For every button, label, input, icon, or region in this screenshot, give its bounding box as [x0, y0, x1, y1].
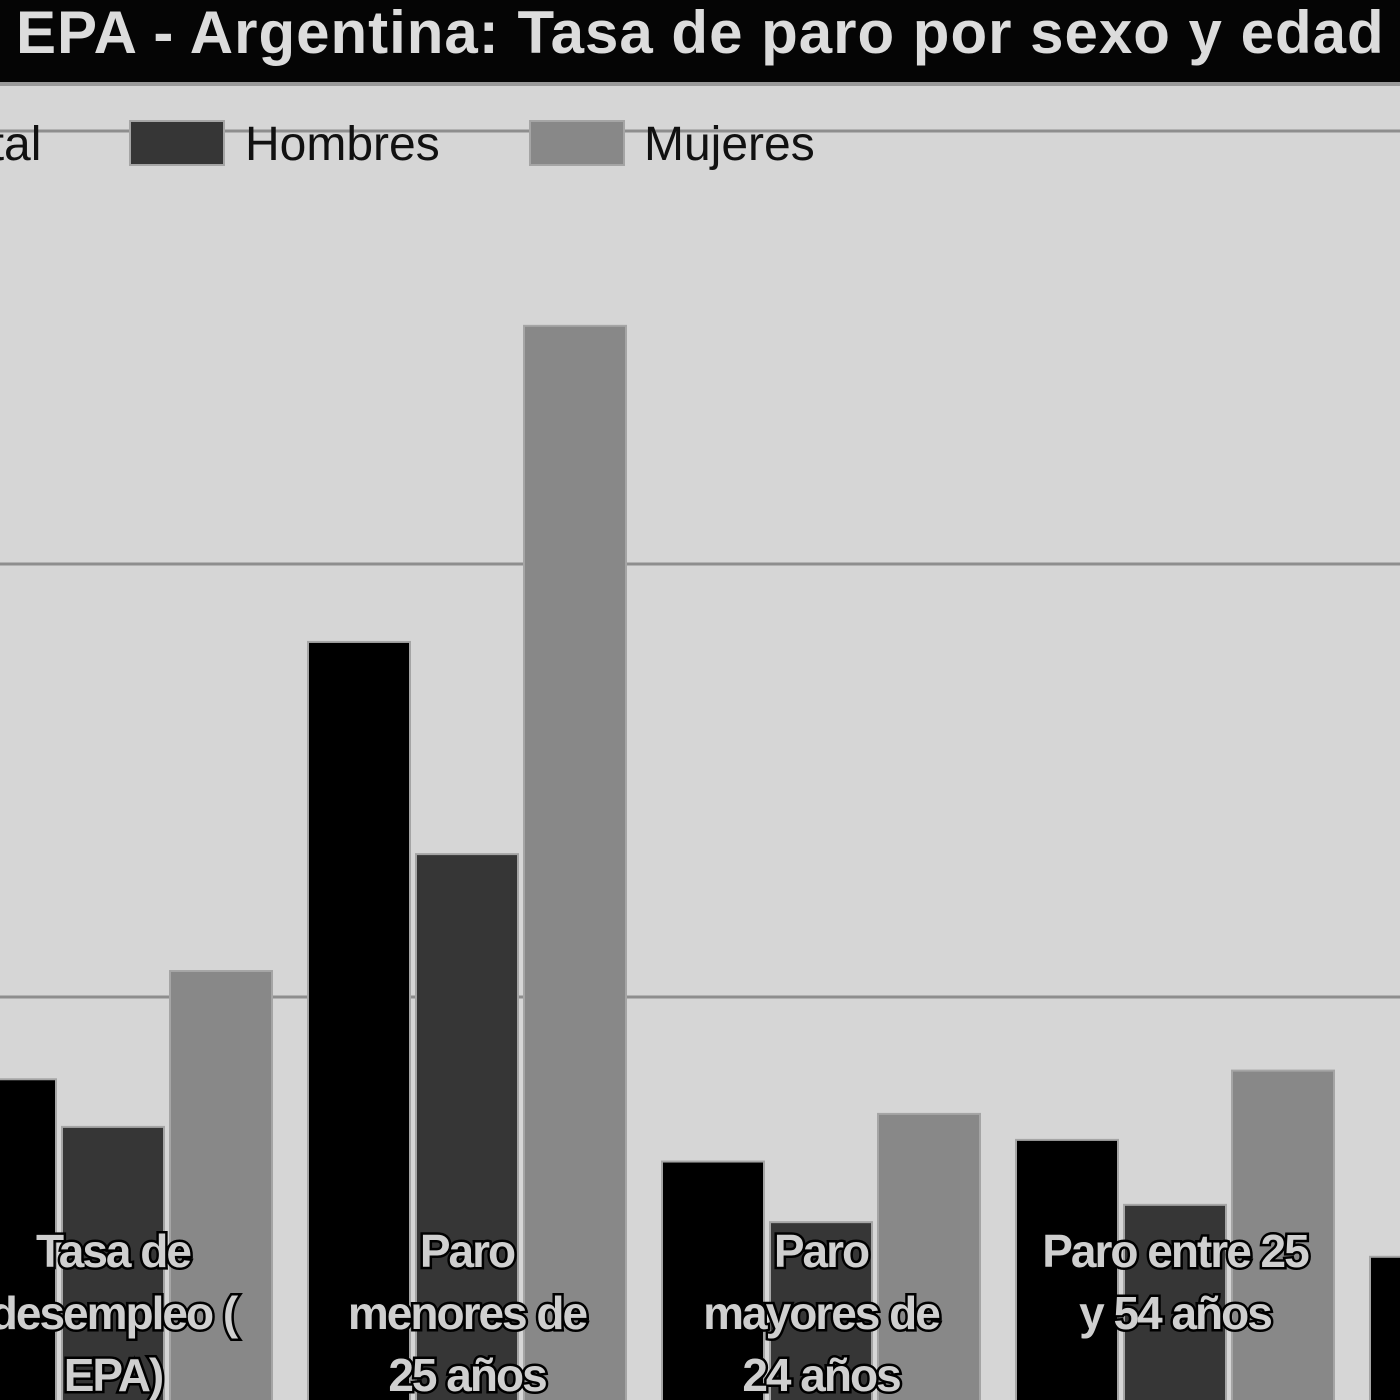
bar-total-3	[1015, 1138, 1119, 1400]
category-label-0: Tasa de desempleo ( EPA)	[0, 1225, 239, 1400]
bar-mujeres-0	[169, 970, 273, 1400]
category-label-line: 24 años	[742, 1349, 900, 1400]
legend-label-hombres: Hombres	[245, 118, 440, 171]
bar-hombres-0	[61, 1125, 165, 1400]
category-label-line: Paro entre 25	[1042, 1225, 1309, 1277]
bar-total-0	[0, 1078, 57, 1400]
category-label-line: 25 años	[388, 1349, 546, 1400]
chart-title-bar: EPA - Argentina: Tasa de paro por sexo y…	[0, 0, 1400, 86]
legend: Total Hombres Mujeres	[0, 118, 815, 171]
legend-swatch-hombres	[129, 120, 225, 166]
category-label-1: Paro menores de 25 años	[348, 1225, 588, 1400]
bar-mujeres-3	[1231, 1069, 1335, 1400]
bar-hombres-2	[769, 1221, 873, 1400]
category-label-2: Paro mayores de 24 años	[703, 1225, 940, 1400]
category-label-3: Paro entre 25 y 54 años	[1042, 1225, 1309, 1339]
legend-swatch-mujeres	[529, 120, 625, 166]
bar-mujeres-1	[523, 324, 627, 1400]
category-label-line: y 54 años	[1079, 1287, 1271, 1339]
bar-hombres-3	[1123, 1203, 1227, 1400]
category-label-line: Tasa de	[36, 1225, 191, 1277]
bar-mujeres-2	[877, 1112, 981, 1400]
category-label-line: mayores de	[703, 1287, 940, 1339]
category-label-line: EPA)	[64, 1349, 163, 1400]
bar-hombres-1	[415, 853, 519, 1400]
category-label-line: menores de	[348, 1287, 588, 1339]
legend-label-mujeres: Mujeres	[644, 118, 815, 171]
category-label-line: desempleo (	[0, 1287, 239, 1339]
chart-title: EPA - Argentina: Tasa de paro por sexo y…	[16, 0, 1385, 66]
legend-label-total: Total	[0, 118, 41, 171]
bar-total-2	[661, 1160, 765, 1400]
category-label-line: Paro	[420, 1225, 515, 1277]
category-label-line: Paro	[774, 1225, 869, 1277]
bar-total-1	[307, 640, 411, 1400]
bar-total-4	[1369, 1255, 1400, 1400]
